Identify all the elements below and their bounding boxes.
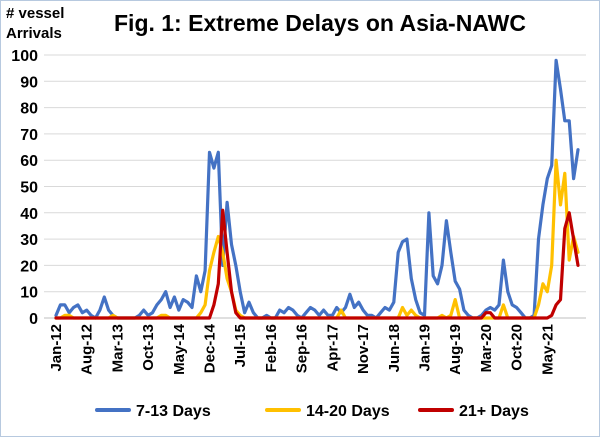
y-tick-label: 70 bbox=[20, 127, 38, 144]
x-tick-label: Mar-13 bbox=[109, 324, 126, 372]
series-layer bbox=[54, 58, 580, 320]
y-tick-labels: 0 10 20 30 40 50 60 70 80 90 100 bbox=[11, 48, 38, 328]
x-tick-label: Apr-17 bbox=[324, 324, 341, 372]
y-tick-label: 80 bbox=[20, 101, 38, 118]
x-tick-label: May-21 bbox=[539, 324, 556, 375]
x-tick-label: May-14 bbox=[171, 323, 188, 375]
legend: 7-13 Days 14-20 Days 21+ Days bbox=[95, 403, 529, 420]
y-tick-label: 50 bbox=[20, 180, 38, 197]
legend-label: 21+ Days bbox=[459, 403, 529, 420]
text-layer: # vessel Arrivals Fig. 1: Extreme Delays… bbox=[6, 5, 526, 42]
y-tick-label: 40 bbox=[20, 206, 38, 223]
legend-label: 14-20 Days bbox=[306, 403, 390, 420]
series-line-1 bbox=[54, 58, 580, 320]
x-tick-label: Dec-14 bbox=[202, 323, 219, 373]
x-tick-label: Feb-16 bbox=[263, 324, 280, 372]
y-tick-label: 90 bbox=[20, 74, 38, 91]
x-tick-label: Oct-20 bbox=[509, 324, 526, 371]
y-tick-label: 60 bbox=[20, 153, 38, 170]
y-tick-label: 100 bbox=[11, 48, 38, 65]
x-tick-label: Jan-12 bbox=[48, 324, 65, 372]
x-tick-label: Aug-19 bbox=[447, 324, 464, 375]
x-tick-label: Aug-12 bbox=[79, 324, 96, 375]
x-tick-label: Jan-19 bbox=[416, 324, 433, 372]
y-tick-label: 20 bbox=[20, 258, 38, 275]
x-tick-label: Sep-16 bbox=[294, 324, 311, 373]
legend-label: 7-13 Days bbox=[136, 403, 211, 420]
x-tick-label: Jun-18 bbox=[386, 324, 403, 372]
y-tick-label: 0 bbox=[29, 311, 38, 328]
y-axis-label-line-1: # vessel bbox=[6, 5, 64, 22]
x-tick-label: Nov-17 bbox=[355, 324, 372, 374]
x-tick-labels: Jan-12 Aug-12 Mar-13 Oct-13 May-14 Dec-14 Jul-… bbox=[48, 323, 556, 375]
chart-title: Fig. 1: Extreme Delays on Asia-NAWC bbox=[114, 10, 526, 36]
y-tick-label: 30 bbox=[20, 232, 38, 249]
series-line-3 bbox=[54, 208, 580, 320]
y-axis-label-line-2: Arrivals bbox=[6, 25, 62, 42]
x-tick-label: Oct-13 bbox=[140, 324, 157, 371]
x-tick-label: Jul-15 bbox=[232, 324, 249, 367]
y-tick-label: 10 bbox=[20, 285, 38, 302]
x-tick-label: Mar-20 bbox=[478, 324, 495, 372]
